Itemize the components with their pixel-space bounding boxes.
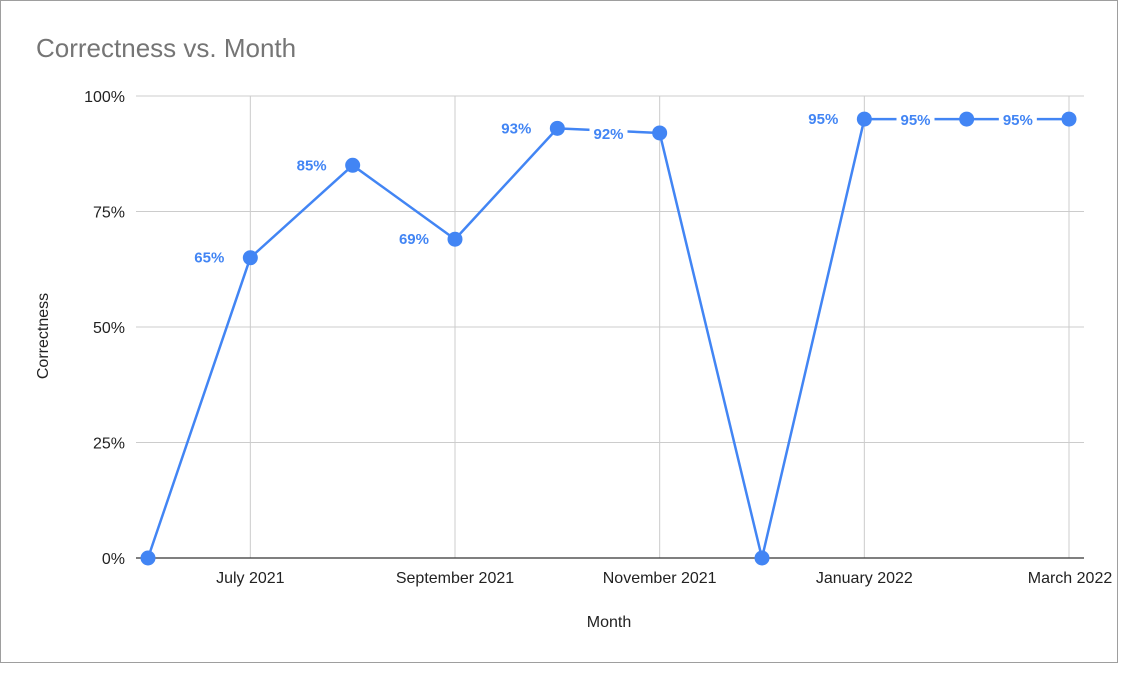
data-point (652, 125, 668, 141)
x-tick-label: November 2021 (603, 570, 717, 587)
data-point (959, 111, 975, 127)
chart-title: Correctness vs. Month (36, 33, 296, 63)
x-tick-label: September 2021 (396, 570, 514, 587)
data-label-background (589, 122, 628, 143)
x-tick-label: January 2022 (816, 570, 913, 587)
series-correctness: 65% 85% 69% 93% 92% 95% 95% 95% (140, 109, 1077, 566)
data-label: 65% (194, 250, 224, 267)
data-label: 95% (1003, 112, 1033, 129)
data-point (140, 550, 156, 566)
y-tick-label: 100% (84, 89, 125, 106)
data-label-background (896, 109, 935, 130)
y-axis-label: Correctness (35, 293, 52, 379)
y-tick-label: 25% (93, 436, 125, 453)
x-axis-ticks: July 2021 September 2021 November 2021 Janu… (216, 570, 1112, 587)
data-label-background (998, 109, 1037, 130)
data-label: 93% (501, 120, 531, 137)
data-point (242, 250, 258, 266)
data-label: 92% (593, 126, 623, 143)
data-point (856, 111, 872, 127)
data-label: 95% (900, 112, 930, 129)
chart-frame (0, 0, 1118, 663)
y-axis-ticks: 0% 25% 50% 75% 100% (84, 89, 125, 568)
data-point (549, 120, 565, 136)
data-point (1061, 111, 1077, 127)
data-point (345, 157, 361, 173)
gridlines (136, 95, 1084, 558)
y-tick-label: 75% (93, 205, 125, 222)
y-tick-label: 50% (93, 320, 125, 337)
data-point (447, 231, 463, 247)
data-label: 69% (399, 231, 429, 248)
x-tick-label: March 2022 (1028, 570, 1113, 587)
y-tick-label: 0% (102, 551, 125, 568)
data-label: 85% (297, 157, 327, 174)
data-label: 95% (808, 111, 838, 128)
data-point (754, 550, 770, 566)
x-tick-label: July 2021 (216, 570, 285, 587)
x-axis-label: Month (587, 614, 631, 631)
